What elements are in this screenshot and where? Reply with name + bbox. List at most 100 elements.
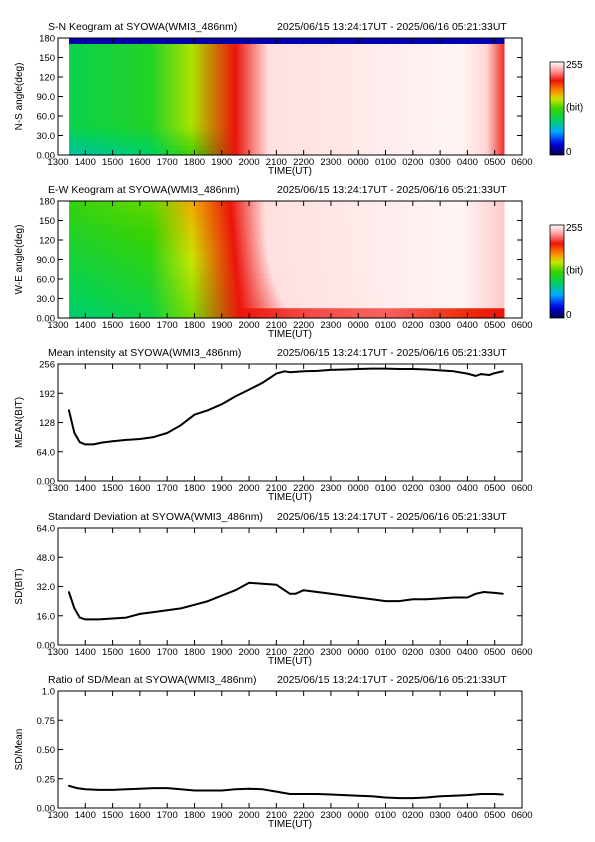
y-tick-label: 64.0: [37, 524, 56, 535]
x-tick-label: 0100: [375, 810, 396, 821]
data-point: [283, 370, 286, 373]
data-point: [139, 438, 141, 440]
data-point: [316, 370, 319, 372]
x-tick-label: 1500: [102, 320, 123, 331]
data-point: [166, 432, 169, 434]
colorbar-max-label: 255: [566, 223, 583, 234]
data-point: [302, 370, 305, 373]
x-tick-label: 1800: [184, 483, 205, 494]
data-point: [111, 789, 114, 791]
data-point: [289, 592, 291, 595]
x-tick-label: 0000: [348, 810, 369, 821]
keogram-row: [69, 86, 505, 93]
data-point: [152, 436, 155, 438]
keogram-row: [69, 42, 505, 49]
x-tick-label: 0600: [511, 157, 532, 168]
y-tick-label: 128: [39, 418, 55, 429]
data-point: [474, 592, 477, 595]
data-point: [466, 372, 469, 375]
keogram-row: [69, 283, 505, 290]
x-tick-label: 0500: [484, 810, 505, 821]
y-axis-label: SD/Mean: [14, 729, 25, 771]
keogram-row: [69, 116, 505, 122]
plot-frame: [57, 527, 523, 646]
data-point: [330, 369, 332, 371]
keogram-row: [69, 215, 505, 222]
colorbar: [549, 61, 565, 156]
x-tick-label: 1500: [102, 647, 123, 658]
data-point: [193, 603, 196, 606]
y-tick-label: 180: [39, 197, 55, 208]
keogram-row: [69, 235, 505, 241]
x-tick-label: 2000: [238, 157, 259, 168]
data-point: [207, 789, 210, 792]
y-tick-label: 0.50: [37, 745, 56, 756]
x-tick-label: 1300: [47, 810, 68, 821]
colorbar-unit-label: (bit): [566, 103, 583, 114]
data-point: [439, 795, 441, 798]
data-point: [152, 787, 155, 789]
x-tick-label: 1900: [211, 647, 232, 658]
data-point: [261, 381, 264, 384]
panel-title: Standard Deviation at SYOWA(WMI3_486nm): [48, 511, 263, 523]
data-point: [166, 609, 169, 612]
data-point: [100, 441, 103, 444]
data-point: [139, 613, 141, 615]
data-point: [411, 797, 414, 799]
keogram-row: [69, 240, 505, 246]
x-tick-label: 0200: [402, 810, 423, 821]
data-point: [493, 793, 496, 795]
x-tick-label: 0500: [484, 647, 505, 658]
x-tick-label: 0600: [511, 320, 532, 331]
x-axis-label: TIME(UT): [268, 166, 312, 177]
colorbar-max-label: 255: [566, 60, 583, 71]
data-point: [493, 372, 496, 374]
data-point: [482, 591, 485, 593]
panel-3: Mean intensity at SYOWA(WMI3_486nm) 2025/…: [14, 347, 533, 503]
data-point: [111, 440, 114, 443]
data-point: [125, 788, 128, 791]
keogram-row: [69, 269, 505, 275]
keogram-row: [69, 279, 505, 285]
data-point: [316, 793, 319, 795]
x-tick-label: 2300: [320, 647, 341, 658]
data-point: [68, 591, 70, 593]
data-point: [411, 598, 414, 601]
x-tick-label: 0600: [511, 647, 532, 658]
data-point: [193, 789, 196, 792]
series-line: [68, 784, 503, 800]
x-tick-label: 2300: [320, 483, 341, 494]
y-tick-label: 60.0: [37, 275, 56, 286]
x-axis-label: TIME(UT): [268, 819, 312, 830]
data-point: [152, 611, 155, 613]
keogram-row: [69, 230, 505, 236]
x-tick-label: 0000: [348, 483, 369, 494]
data-point: [248, 388, 251, 391]
panel-1: S-N Keogram at SYOWA(WMI3_486nm) 2025/06/…: [14, 21, 583, 177]
x-tick-label: 2100: [266, 647, 287, 658]
y-axis-label: W-E angle(deg): [14, 225, 25, 295]
data-point: [125, 439, 128, 441]
x-tick-label: 1800: [184, 320, 205, 331]
x-tick-label: 2100: [266, 320, 287, 331]
data-point: [371, 367, 373, 370]
data-point: [98, 618, 100, 621]
x-tick-label: 1700: [157, 320, 178, 331]
data-point: [275, 790, 278, 793]
keogram-row: [69, 67, 505, 73]
panel-title: Ratio of SD/Mean at SYOWA(WMI3_486nm): [48, 674, 257, 686]
keogram-row: [69, 52, 505, 59]
x-tick-label: 0000: [348, 320, 369, 331]
y-tick-label: 0.75: [37, 716, 56, 727]
x-tick-label: 1900: [211, 157, 232, 168]
data-point: [371, 598, 373, 601]
x-tick-label: 1400: [75, 157, 96, 168]
x-tick-label: 0100: [375, 320, 396, 331]
y-tick-label: 48.0: [37, 553, 56, 564]
data-point: [357, 368, 360, 370]
y-tick-label: 150: [39, 216, 55, 227]
x-tick-label: 1900: [211, 483, 232, 494]
y-tick-label: 192: [39, 389, 55, 400]
x-tick-label: 0200: [402, 157, 423, 168]
panel-time-range: 2025/06/15 13:24:17UT - 2025/06/16 05:21…: [277, 184, 507, 196]
